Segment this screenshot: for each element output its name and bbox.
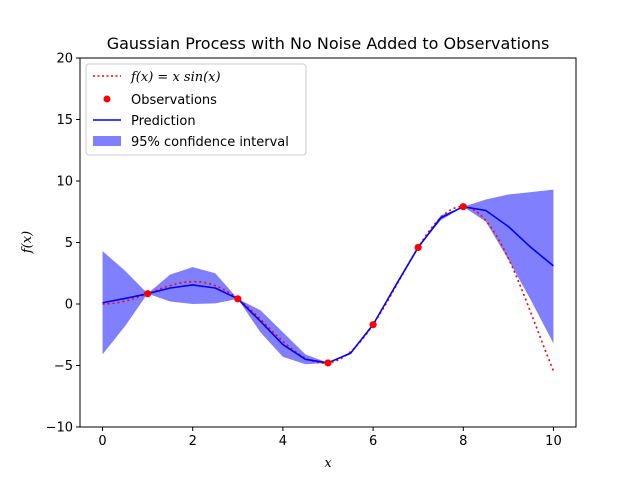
legend-observations-label: Observations [131,93,217,108]
observations-layer [144,203,467,367]
x-tick-label: 8 [459,434,467,449]
y-axis-label: f(x) [20,231,35,254]
y-tick-label: −5 [54,359,73,374]
confidence-band [102,189,554,365]
y-tick-label: 0 [65,298,73,313]
legend-observations-swatch [103,95,111,103]
x-axis-label: x [324,456,332,471]
legend-confidence-label: 95% confidence interval [131,135,289,150]
observation-point [234,295,242,303]
legend-box [85,63,307,156]
y-tick-label: 20 [56,52,73,67]
observation-point [324,359,332,367]
observation-point [144,290,152,298]
y-tick-label: −10 [46,421,73,436]
legend-prediction-label: Prediction [131,114,196,129]
y-tick-label: 15 [56,113,73,128]
confidence-band-layer [102,189,554,365]
x-axis-ticks: 0 2 4 6 8 10 [98,427,562,449]
x-tick-label: 6 [369,434,377,449]
legend: f(x) = x sin(x) Observations Prediction … [85,63,307,156]
legend-confidence-swatch [93,136,121,146]
observation-point [369,321,377,329]
x-tick-label: 2 [189,434,197,449]
y-tick-label: 10 [56,175,73,190]
x-tick-label: 4 [279,434,287,449]
x-tick-label: 10 [545,434,562,449]
y-axis-ticks: −10 −5 0 5 10 15 20 [46,52,80,436]
x-tick-label: 0 [98,434,106,449]
observation-point [459,203,467,211]
observation-point [414,243,422,252]
legend-true-function-label: f(x) = x sin(x) [130,70,221,85]
chart-title: Gaussian Process with No Noise Added to … [107,34,550,53]
y-tick-label: 5 [65,236,73,251]
